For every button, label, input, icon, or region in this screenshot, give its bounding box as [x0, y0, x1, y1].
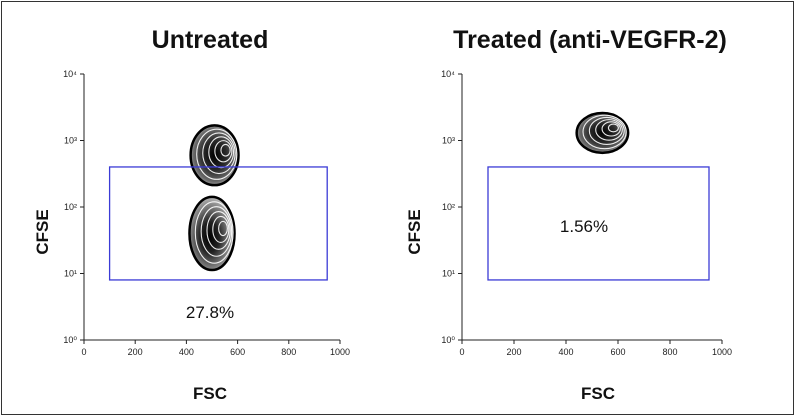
contour-line [601, 121, 621, 137]
x-tick-label: 1000 [330, 347, 350, 357]
contour-line [607, 123, 619, 133]
contour-line [196, 128, 238, 180]
contour-line [194, 201, 234, 264]
y-tick-label: 10¹ [64, 269, 77, 279]
density-blob [189, 124, 240, 187]
x-axis-title: FSC [193, 384, 227, 403]
y-axis-ticks: 10⁰ 10¹ 10² 10³ 10⁴ [63, 69, 84, 345]
density-blob [188, 195, 236, 272]
plot-area [461, 74, 722, 341]
y-axis-title: CFSE [33, 209, 52, 254]
gate-rectangle [487, 166, 710, 281]
x-tick-label: 400 [179, 347, 194, 357]
treated-panel: Treated (anti-VEGFR-2) 0 200 400 600 800 1000… [405, 26, 732, 403]
gate-percent-label: 1.56% [560, 217, 608, 236]
y-tick-label: 10⁴ [441, 69, 455, 79]
y-tick-label: 10³ [442, 136, 455, 146]
cell-population [188, 195, 236, 272]
cell-population [575, 111, 630, 155]
x-axis-ticks: 0 200 400 600 800 1000 [459, 340, 732, 357]
y-tick-label: 10² [442, 202, 455, 212]
y-tick-label: 10⁰ [441, 335, 455, 345]
plot-area [83, 74, 340, 341]
density-blob [575, 111, 630, 155]
panel-title: Untreated [152, 26, 269, 54]
contour-line [588, 116, 625, 145]
gate-rectangle [108, 166, 328, 281]
x-tick-label: 400 [558, 347, 573, 357]
panel-title: Treated (anti-VEGFR-2) [453, 26, 727, 54]
x-tick-label: 800 [281, 347, 296, 357]
cell-population [189, 124, 240, 187]
contour-line [220, 143, 231, 157]
x-axis-ticks: 0 200 400 600 800 1000 [81, 340, 350, 357]
x-tick-label: 200 [128, 347, 143, 357]
x-axis-title: FSC [581, 384, 615, 403]
x-tick-label: 600 [230, 347, 245, 357]
contour-line [218, 220, 228, 237]
y-tick-label: 10² [64, 202, 77, 212]
x-tick-label: 800 [662, 347, 677, 357]
contour-line [582, 114, 627, 150]
contour-line [212, 215, 230, 243]
y-axis-title: CFSE [405, 209, 424, 254]
contour-line [200, 206, 233, 257]
contour-line [202, 132, 236, 175]
y-tick-label: 10³ [64, 136, 77, 146]
x-tick-label: 600 [610, 347, 625, 357]
untreated-panel: Untreated 0 200 400 600 800 1000 10⁰ 10¹ 10² 10³… [33, 26, 350, 403]
x-tick-label: 200 [506, 347, 521, 357]
contour-line [214, 140, 233, 163]
x-tick-label: 1000 [712, 347, 732, 357]
y-tick-label: 10⁰ [63, 335, 77, 345]
y-tick-label: 10¹ [442, 269, 455, 279]
x-tick-label: 0 [81, 347, 86, 357]
contour-line [206, 211, 231, 250]
contour-line [595, 119, 623, 141]
y-axis-ticks: 10⁰ 10¹ 10² 10³ 10⁴ [441, 69, 462, 345]
x-tick-label: 0 [459, 347, 464, 357]
y-tick-label: 10⁴ [63, 69, 77, 79]
contour-line [208, 136, 235, 169]
gate-percent-label: 27.8% [186, 303, 234, 322]
